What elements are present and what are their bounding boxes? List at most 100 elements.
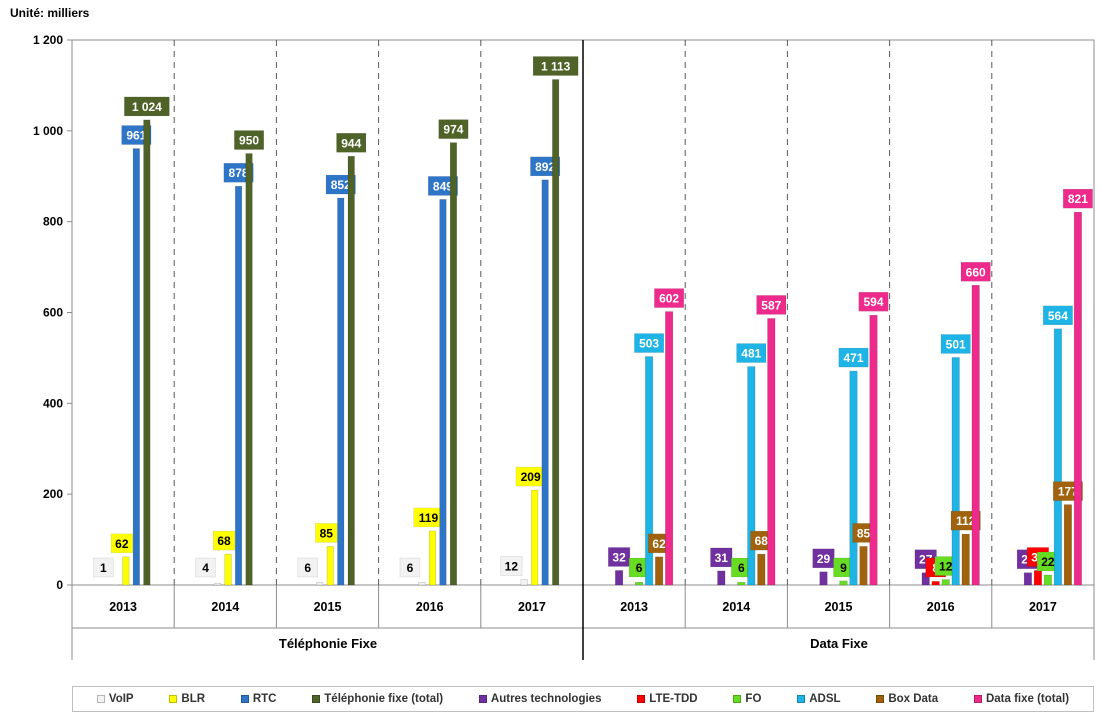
data-label: 892 <box>535 160 555 174</box>
data-label: 849 <box>433 179 453 193</box>
data-label-box <box>1042 305 1073 326</box>
data-label-box <box>1062 188 1093 209</box>
data-label: 85 <box>857 526 871 540</box>
data-label-box <box>654 288 685 308</box>
bar-data-fixe-total <box>1073 211 1082 586</box>
data-label: 112 <box>956 514 976 528</box>
data-label-box <box>532 56 579 76</box>
legend-item-box-data: Box Data <box>876 693 938 705</box>
bar-voip <box>520 579 528 586</box>
legend-item-fo: FO <box>733 693 761 705</box>
data-label: 602 <box>659 292 679 306</box>
bar-data-fixe-total <box>869 314 878 586</box>
legend-label: Data fixe (total) <box>985 693 1070 705</box>
y-tick-label: 200 <box>43 487 63 501</box>
data-label: 660 <box>966 265 986 279</box>
legend-swatch <box>637 695 646 703</box>
data-label: 974 <box>443 123 463 137</box>
data-label-box <box>195 557 216 578</box>
data-label-box <box>634 333 665 353</box>
data-label-box <box>500 556 523 576</box>
data-label: 9 <box>840 561 847 575</box>
data-label-box <box>213 530 236 551</box>
data-label: 944 <box>341 136 361 150</box>
bar-lte-tdd <box>931 581 940 586</box>
bar-blr <box>224 553 232 586</box>
category-label: 2015 <box>314 600 342 614</box>
bar-telephonie-fixe-total <box>552 79 560 586</box>
legend-swatch <box>876 695 885 703</box>
bar-autres-technologies <box>615 570 624 586</box>
bar-voip <box>316 582 324 586</box>
bar-box-data <box>961 533 970 586</box>
data-label: 6 <box>304 561 311 575</box>
legend-label: Box Data <box>888 693 939 705</box>
bar-telephonie-fixe-total <box>143 119 151 586</box>
data-label: 22 <box>1041 555 1055 569</box>
legend-swatch <box>797 695 806 703</box>
legend-item-voip: VoIP <box>96 693 134 705</box>
data-label-box <box>93 557 114 578</box>
data-label: 32 <box>612 550 626 564</box>
data-label: 62 <box>652 537 666 551</box>
bar-telephonie-fixe-total <box>347 156 355 586</box>
bar-blr <box>326 546 334 586</box>
bar-rtc <box>132 148 140 586</box>
data-label-box <box>960 262 991 282</box>
group-label-telephonie: Téléphonie Fixe <box>278 636 378 651</box>
legend-swatch <box>96 695 105 703</box>
legend-swatch <box>733 695 742 703</box>
data-label: 852 <box>331 178 351 192</box>
data-label: 1 <box>100 561 107 575</box>
legend: VoIP BLR RTC Téléphonie fixe (total) Autres … <box>72 686 1094 712</box>
data-label: 62 <box>115 537 129 551</box>
data-label: 68 <box>217 534 231 548</box>
bar-voip <box>111 584 119 586</box>
bar-data-fixe-total <box>971 285 980 586</box>
bar-lte-tdd <box>1033 570 1042 586</box>
data-label: 12 <box>939 560 953 574</box>
category-label: 2015 <box>825 600 853 614</box>
bar-adsl <box>951 357 960 586</box>
data-label: 564 <box>1048 309 1068 323</box>
legend-label: BLR <box>181 693 206 705</box>
data-label: 6 <box>636 561 643 575</box>
category-label: 2017 <box>1029 600 1057 614</box>
data-label: 821 <box>1068 192 1088 206</box>
data-label: 6 <box>407 561 414 575</box>
bar-box-data <box>655 556 664 586</box>
category-label: 2014 <box>722 600 750 614</box>
legend-label: VoIP <box>108 693 134 705</box>
legend-label: LTE-TDD <box>649 693 698 705</box>
data-label-box <box>110 533 133 554</box>
bar-rtc <box>439 199 447 586</box>
category-label: 2016 <box>927 600 955 614</box>
data-label: 950 <box>239 134 259 148</box>
bar-fo <box>941 579 950 586</box>
data-label: 587 <box>761 298 781 312</box>
data-label-box <box>858 291 889 312</box>
data-label-box <box>940 334 971 354</box>
bar-rtc <box>541 179 549 586</box>
data-label-box <box>297 557 318 578</box>
data-label: 85 <box>320 526 334 540</box>
legend-label: RTC <box>252 693 277 705</box>
bar-voip <box>418 582 426 586</box>
category-label: 2016 <box>416 600 444 614</box>
category-label: 2017 <box>518 600 546 614</box>
data-label-box <box>710 547 733 568</box>
data-label-box <box>399 557 421 578</box>
data-label-box <box>234 130 265 150</box>
bar-adsl <box>849 370 858 586</box>
bar-fo <box>1043 574 1052 586</box>
bar-autres-technologies <box>1023 572 1032 586</box>
legend-swatch <box>169 695 178 703</box>
bar-adsl <box>1053 328 1062 586</box>
bar-adsl <box>747 366 756 586</box>
data-label: 68 <box>755 534 769 548</box>
legend-item-telephonie-fixe-total: Téléphonie fixe (total) <box>312 693 443 705</box>
bar-blr <box>531 489 539 586</box>
bar-rtc <box>337 197 345 586</box>
group-label-data: Data Fixe <box>810 636 868 651</box>
data-label: 501 <box>946 337 966 351</box>
